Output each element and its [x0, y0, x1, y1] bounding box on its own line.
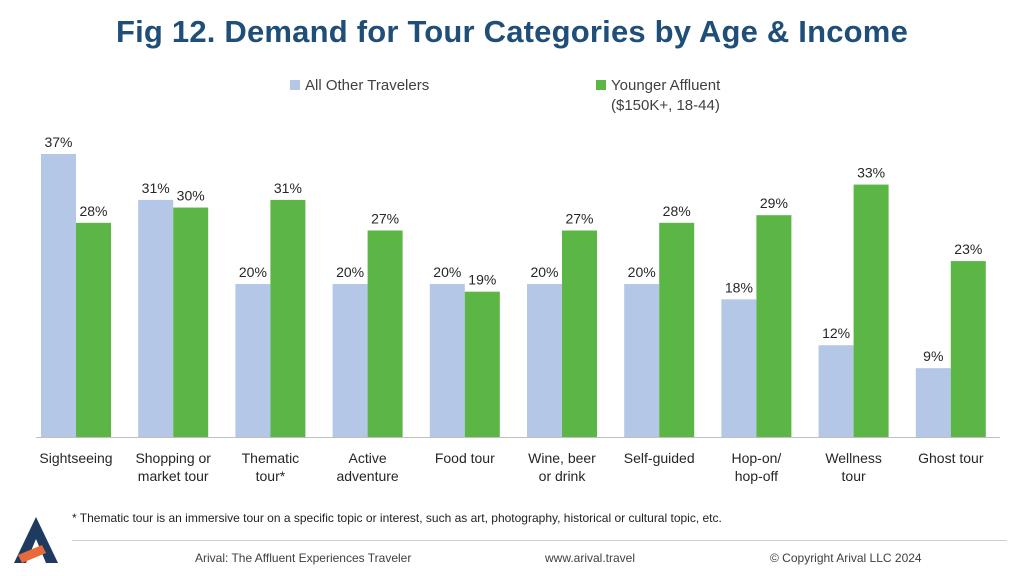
data-label: 23% — [954, 241, 982, 257]
footer-left-text: Arival: The Affluent Experiences Travele… — [195, 551, 412, 565]
bar-younger-affluent — [367, 230, 403, 437]
bar-all-other — [527, 284, 562, 437]
bar-younger-affluent — [270, 199, 306, 437]
bar-younger-affluent — [659, 222, 695, 437]
x-tick-label: tour — [842, 468, 866, 484]
footnote: * Thematic tour is an immersive tour on … — [72, 511, 722, 525]
data-label: 20% — [433, 264, 461, 280]
bar-younger-affluent — [76, 222, 111, 437]
arival-logo-icon — [14, 517, 58, 563]
bar-all-other — [235, 284, 271, 437]
data-label: 37% — [44, 134, 72, 150]
bar-younger-affluent — [464, 291, 500, 437]
x-tick-label: Self-guided — [624, 450, 695, 466]
data-label: 31% — [142, 180, 170, 196]
x-tick-label: adventure — [336, 468, 398, 484]
data-label: 27% — [371, 210, 399, 226]
x-tick-label: Wellness — [825, 450, 882, 466]
bar-all-other — [915, 368, 951, 437]
data-label: 19% — [468, 272, 496, 288]
footer-divider — [72, 540, 1007, 541]
x-tick-label: Active — [349, 450, 387, 466]
data-label: 28% — [663, 203, 691, 219]
data-label: 29% — [760, 195, 788, 211]
bar-all-other — [429, 284, 465, 437]
bar-all-other — [332, 284, 368, 437]
bar-all-other — [624, 284, 660, 437]
chart-title: Fig 12. Demand for Tour Categories by Ag… — [115, 14, 909, 49]
data-label: 31% — [274, 180, 302, 196]
bar-younger-affluent — [562, 230, 597, 437]
bar-chart: 37% 28% Sightseeing 31% 30% Shopping or market… — [36, 134, 1000, 484]
data-label: 27% — [565, 210, 593, 226]
data-label: 12% — [822, 325, 850, 341]
bar-all-other — [818, 345, 854, 437]
data-label: 18% — [725, 279, 753, 295]
bar-all-other — [41, 154, 76, 437]
data-label: 33% — [857, 165, 885, 181]
legend-swatch-younger-affluent — [596, 80, 606, 90]
x-tick-label: or drink — [539, 468, 587, 484]
data-label: 20% — [530, 264, 558, 280]
data-label: 28% — [79, 203, 107, 219]
bar-younger-affluent — [173, 207, 209, 437]
x-tick-label: Wine, beer — [528, 450, 596, 466]
data-label: 20% — [336, 264, 364, 280]
bar-all-other — [721, 299, 757, 437]
bar-all-other — [138, 199, 174, 437]
bar-younger-affluent — [756, 215, 792, 437]
legend-label-younger-affluent: Younger Affluent — [611, 77, 721, 94]
x-tick-label: Sightseeing — [39, 450, 112, 466]
x-tick-label: market tour — [138, 468, 209, 484]
x-tick-label: tour* — [256, 468, 286, 484]
footer-website: www.arival.travel — [545, 551, 636, 565]
legend-label-all-other: All Other Travelers — [305, 77, 430, 94]
x-tick-label: Ghost tour — [918, 450, 984, 466]
x-tick-label: Hop-on/ — [731, 450, 781, 466]
bar-younger-affluent — [950, 261, 986, 437]
data-label: 20% — [628, 264, 656, 280]
data-label: 9% — [923, 348, 943, 364]
x-tick-label: hop-off — [735, 468, 778, 484]
data-label: 30% — [177, 188, 205, 204]
footer-copyright: © Copyright Arival LLC 2024 — [770, 551, 922, 565]
x-tick-label: Shopping or — [135, 450, 211, 466]
x-tick-label: Food tour — [435, 450, 495, 466]
data-label: 20% — [239, 264, 267, 280]
legend-swatch-all-other — [290, 80, 300, 90]
x-tick-label: Thematic — [242, 450, 300, 466]
bar-younger-affluent — [853, 184, 889, 437]
legend-sublabel-younger-affluent: ($150K+, 18-44) — [611, 97, 720, 114]
